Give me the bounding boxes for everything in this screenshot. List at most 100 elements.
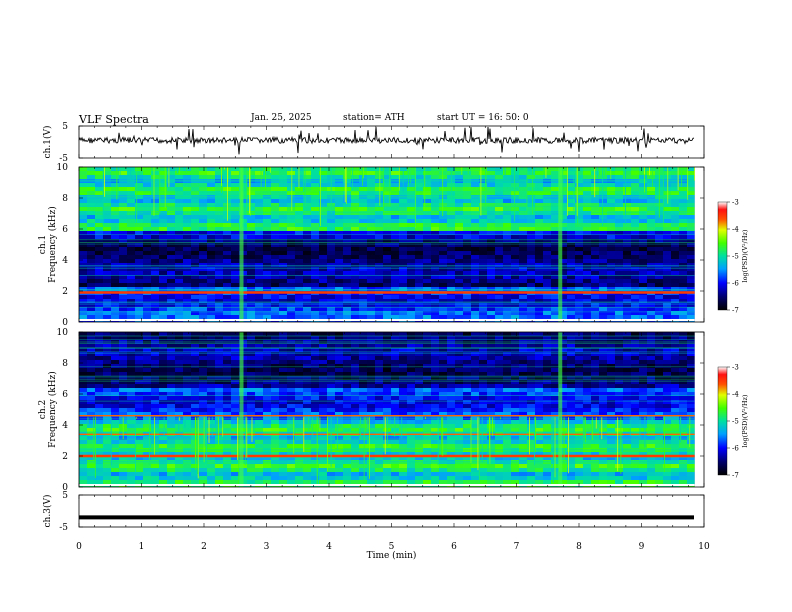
psd-cell xyxy=(215,287,223,291)
psd-cell xyxy=(303,472,311,476)
psd-cell xyxy=(679,311,687,315)
psd-cell xyxy=(423,388,431,392)
psd-cell xyxy=(335,352,343,356)
psd-cell xyxy=(295,468,303,472)
psd-cell xyxy=(143,436,151,440)
psd-cell xyxy=(335,187,343,191)
psd-cell xyxy=(207,388,215,392)
psd-cell xyxy=(183,311,191,315)
psd-cell xyxy=(607,219,615,223)
psd-cell xyxy=(551,307,559,311)
psd-cell xyxy=(439,412,447,416)
psd-cell xyxy=(559,299,567,303)
psd-cell xyxy=(127,464,135,468)
psd-cell xyxy=(207,255,215,259)
psd-cell xyxy=(319,311,327,315)
psd-cell xyxy=(431,392,439,396)
psd-cell xyxy=(599,247,607,251)
psd-cell xyxy=(479,175,487,179)
psd-cell xyxy=(583,251,591,255)
psd-cell xyxy=(311,476,319,480)
psd-cell xyxy=(95,368,103,372)
psd-cell xyxy=(407,356,415,360)
psd-cell xyxy=(503,259,511,263)
psd-cell xyxy=(159,211,167,215)
psd-cell xyxy=(119,352,127,356)
psd-cell xyxy=(223,295,231,299)
psd-cell xyxy=(271,267,279,271)
psd-cell xyxy=(263,227,271,231)
psd-cell xyxy=(319,207,327,211)
psd-cell xyxy=(487,219,495,223)
psd-cell xyxy=(175,303,183,307)
psd-cell xyxy=(415,412,423,416)
psd-cell xyxy=(311,376,319,380)
psd-cell xyxy=(119,356,127,360)
psd-cell xyxy=(311,251,319,255)
psd-cell xyxy=(207,436,215,440)
psd-cell xyxy=(303,388,311,392)
psd-cell xyxy=(279,480,287,484)
psd-cell xyxy=(311,348,319,352)
psd-cell xyxy=(359,187,367,191)
psd-cell xyxy=(311,456,319,460)
psd-cell xyxy=(415,468,423,472)
psd-cell xyxy=(279,311,287,315)
psd-cell xyxy=(351,336,359,340)
psd-cell xyxy=(119,239,127,243)
psd-cell xyxy=(303,480,311,484)
psd-cell xyxy=(175,344,183,348)
psd-cell xyxy=(423,271,431,275)
psd-cell xyxy=(311,223,319,227)
psd-cell xyxy=(439,239,447,243)
psd-cell xyxy=(687,283,695,287)
psd-cell xyxy=(215,476,223,480)
psd-cell xyxy=(95,460,103,464)
psd-cell xyxy=(567,279,575,283)
psd-cell xyxy=(375,275,383,279)
psd-cell xyxy=(687,271,695,275)
psd-cell xyxy=(191,247,199,251)
psd-cell xyxy=(143,235,151,239)
psd-cell xyxy=(439,408,447,412)
psd-cell xyxy=(679,287,687,291)
psd-cell xyxy=(431,243,439,247)
psd-cell xyxy=(199,424,207,428)
psd-cell xyxy=(287,356,295,360)
psd-cell xyxy=(191,303,199,307)
psd-cell xyxy=(135,259,143,263)
psd-cell xyxy=(351,440,359,444)
psd-cell xyxy=(335,440,343,444)
psd-cell xyxy=(631,315,639,319)
psd-cell xyxy=(247,267,255,271)
psd-cell xyxy=(79,360,87,364)
psd-cell xyxy=(375,255,383,259)
psd-cell xyxy=(687,267,695,271)
psd-cell xyxy=(399,468,407,472)
psd-cell xyxy=(535,243,543,247)
psd-cell xyxy=(303,364,311,368)
psd-cell xyxy=(311,360,319,364)
psd-cell xyxy=(455,456,463,460)
psd-cell xyxy=(319,360,327,364)
psd-cell xyxy=(215,344,223,348)
psd-cell xyxy=(119,227,127,231)
psd-cell xyxy=(335,400,343,404)
psd-cell xyxy=(311,315,319,319)
psd-cell xyxy=(663,231,671,235)
psd-cell xyxy=(607,187,615,191)
psd-cell xyxy=(231,468,239,472)
psd-cell xyxy=(447,283,455,287)
psd-cell xyxy=(399,472,407,476)
psd-cell xyxy=(567,191,575,195)
psd-cell xyxy=(391,456,399,460)
psd-cell xyxy=(599,243,607,247)
psd-cell xyxy=(207,368,215,372)
psd-cell xyxy=(351,239,359,243)
psd-cell xyxy=(575,207,583,211)
psd-cell xyxy=(679,183,687,187)
psd-cell xyxy=(79,420,87,424)
psd-cell xyxy=(399,400,407,404)
psd-cell xyxy=(391,303,399,307)
psd-cell xyxy=(479,187,487,191)
